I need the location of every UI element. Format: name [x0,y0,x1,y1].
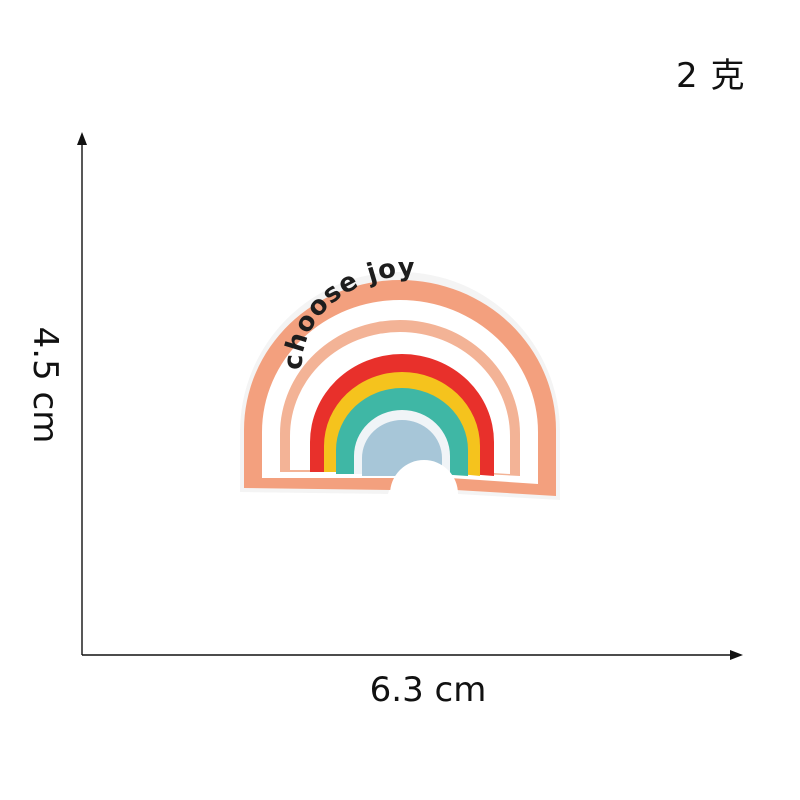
width-label: 6.3 cm [369,670,487,710]
rainbow-patch-image: choose joy [240,262,560,500]
horizontal-arrow-head [730,650,743,660]
weight-label: 2 克 [676,56,746,96]
patch-center-gap [390,460,458,498]
height-label: 4.5 cm [25,326,65,444]
vertical-arrow-head [77,132,87,145]
